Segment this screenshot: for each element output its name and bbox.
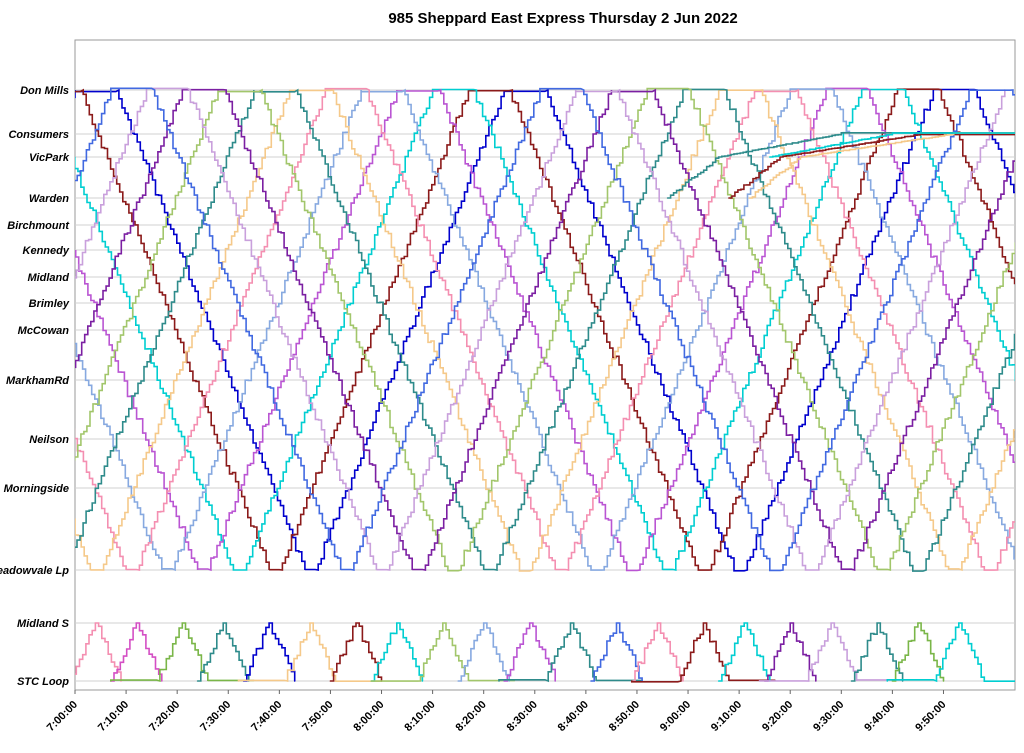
trip-line xyxy=(763,622,817,682)
chart-title: 985 Sheppard East Express Thursday 2 Jun… xyxy=(388,10,737,27)
station-label: Consumers xyxy=(8,129,69,141)
station-label: Brimley xyxy=(29,298,70,310)
trip-line xyxy=(329,622,383,682)
time-tick-label: 7:10:00 xyxy=(96,699,131,734)
trip-line xyxy=(886,622,1015,683)
trip-line xyxy=(75,87,1015,572)
time-tick-label: 8:10:00 xyxy=(402,699,437,734)
station-label: Morningside xyxy=(4,483,69,495)
station-label: STC Loop xyxy=(17,676,69,688)
trip-line xyxy=(850,622,904,682)
trip-line xyxy=(631,622,776,683)
trip-line xyxy=(75,88,1015,571)
time-tick-label: 7:40:00 xyxy=(249,699,284,734)
time-tick-label: 8:30:00 xyxy=(505,699,540,734)
time-tick-label: 8:50:00 xyxy=(607,699,642,734)
time-tick-label: 9:50:00 xyxy=(913,699,948,734)
station-label: Kennedy xyxy=(23,245,70,257)
trips-layer xyxy=(75,87,1015,683)
trip-line xyxy=(498,622,643,683)
trip-line xyxy=(75,87,1006,571)
plot-area: Don Mills Consumers VicPark Warden Birchmoun… xyxy=(0,39,1016,734)
trip-line xyxy=(75,87,1015,572)
station-label: Warden xyxy=(29,193,69,205)
trip-line xyxy=(717,622,771,682)
station-label: McCowan xyxy=(18,325,70,337)
station-label: Meadowvale Lp xyxy=(0,565,69,577)
trip-line xyxy=(75,89,1015,572)
trip-line xyxy=(237,622,383,682)
trip-line xyxy=(769,132,1015,158)
station-label: VicPark xyxy=(29,152,70,164)
trip-line xyxy=(196,622,250,682)
trip-line xyxy=(503,622,556,682)
trip-line xyxy=(75,88,1015,572)
trip-line xyxy=(631,622,684,682)
trip-line xyxy=(457,622,510,682)
station-label: Don Mills xyxy=(20,85,69,97)
station-label: Neilson xyxy=(29,434,69,446)
time-tick-label: 7:20:00 xyxy=(147,699,182,734)
station-label: Birchmount xyxy=(7,220,70,232)
time-tick-label: 7:30:00 xyxy=(198,699,233,734)
trip-line xyxy=(666,132,1015,199)
time-tick-label: 8:00:00 xyxy=(351,699,386,734)
trip-line xyxy=(758,622,904,682)
time-tick-label: 9:40:00 xyxy=(862,699,897,734)
trip-line xyxy=(110,622,163,682)
trip-line xyxy=(75,87,1015,571)
time-tick-label: 7:00:00 xyxy=(45,699,80,734)
trip-line xyxy=(242,622,296,682)
time-tick-label: 7:50:00 xyxy=(300,699,335,734)
trip-line xyxy=(748,132,1015,199)
trip-line xyxy=(370,622,424,682)
station-label: MarkhamRd xyxy=(6,375,69,387)
time-tick-label: 9:10:00 xyxy=(709,699,744,734)
trip-line xyxy=(370,622,516,682)
station-label: Midland xyxy=(27,272,69,284)
trip-line xyxy=(590,622,643,682)
trip-line xyxy=(891,622,945,682)
time-tick-label: 8:20:00 xyxy=(454,699,489,734)
trip-line xyxy=(75,622,122,682)
trip-line xyxy=(75,88,1015,571)
time-tick-label: 9:00:00 xyxy=(658,699,693,734)
time-tick-label: 9:20:00 xyxy=(760,699,795,734)
trip-line xyxy=(110,622,255,683)
time-tick-label: 9:30:00 xyxy=(811,699,846,734)
trip-line xyxy=(728,133,1015,199)
station-label: Midland S xyxy=(17,618,70,630)
trip-line xyxy=(75,88,1015,572)
time-tick-label: 8:40:00 xyxy=(556,699,591,734)
